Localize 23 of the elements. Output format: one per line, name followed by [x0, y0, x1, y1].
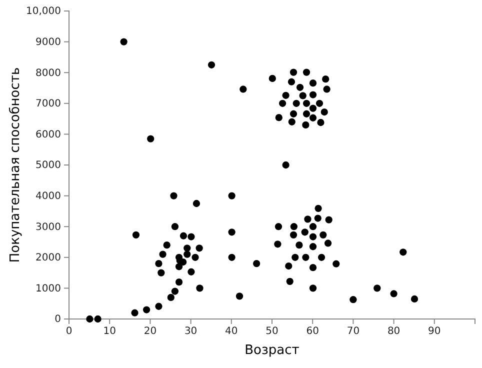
- y-tick-label: 6000: [36, 129, 61, 140]
- x-tick-label: 40: [225, 326, 238, 338]
- y-tick-label: 9000: [36, 37, 61, 48]
- y-tick-label: 7000: [36, 98, 61, 110]
- y-tick-label: 4000: [36, 191, 61, 202]
- y-tick-label: 1000: [36, 283, 61, 294]
- x-tick-label: 20: [144, 326, 157, 338]
- y-tick-label: 0: [54, 314, 61, 326]
- y-tick-label: 3000: [36, 222, 61, 233]
- x-axis-title: Возраст: [244, 343, 300, 358]
- y-tick-label: 10,000: [26, 6, 61, 18]
- x-tick-label: 90: [428, 326, 441, 338]
- x-tick-label: 80: [387, 326, 400, 338]
- y-axis-title: Покупательная способность: [8, 67, 23, 263]
- x-tick-label: 60: [306, 326, 319, 338]
- y-tick-label: 5000: [36, 160, 61, 172]
- y-tick-label: 2000: [36, 252, 61, 264]
- x-tick-label: 70: [346, 326, 360, 338]
- x-tick-label: 10: [103, 326, 116, 338]
- x-tick-label: 50: [266, 326, 278, 338]
- x-tick-label: 30: [184, 326, 198, 338]
- y-tick-label: 8000: [36, 68, 61, 79]
- x-tick-label: 0: [66, 326, 72, 338]
